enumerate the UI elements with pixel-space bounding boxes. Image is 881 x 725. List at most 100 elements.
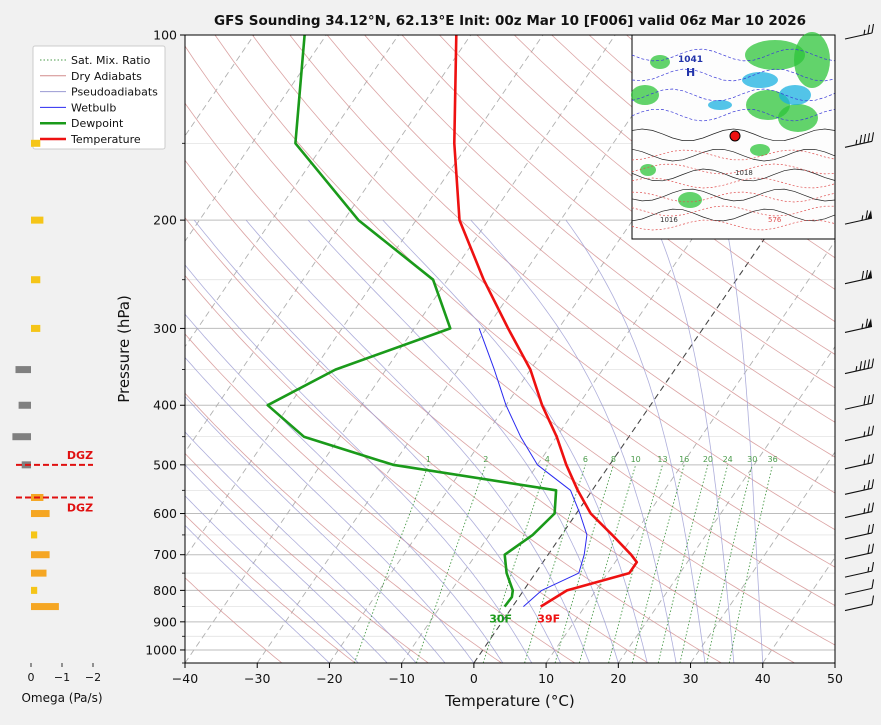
dry-adiabat	[326, 35, 835, 458]
inset-temp-contour	[631, 149, 836, 161]
inset-map-label: H	[686, 66, 695, 79]
pseudoadiabat	[724, 220, 764, 663]
wind-barb	[844, 23, 875, 40]
surface-temp-label: 39F	[537, 613, 560, 626]
omega-bar	[31, 603, 59, 611]
inset-contour	[631, 208, 836, 222]
x-tick-label: −40	[172, 671, 198, 686]
wind-barb	[844, 210, 873, 225]
sat-mixing-ratio-line	[554, 464, 614, 663]
legend: Sat. Mix. Ratio Dry Adiabats Pseudoadiabat…	[32, 45, 166, 150]
pseudoadiabat	[185, 264, 533, 663]
x-tick-label: −30	[244, 671, 270, 686]
dry-adiabat	[364, 35, 835, 423]
sat-mixing-ratio-line	[524, 464, 586, 663]
inset-temp-contour	[631, 191, 836, 203]
inset-map-label: 1018	[735, 169, 753, 177]
omega-bar	[31, 586, 38, 594]
sat-mixing-ratio-line	[415, 464, 487, 663]
y-tick-label: 300	[153, 321, 177, 336]
legend-label: Temperature	[70, 133, 141, 146]
inset-contour	[631, 108, 836, 122]
omega-bar	[18, 401, 31, 409]
y-tick-label: 100	[153, 28, 177, 43]
dry-adiabat	[476, 35, 835, 323]
legend-label: Dewpoint	[71, 117, 124, 130]
omega-tick-label: −2	[85, 671, 101, 684]
inset-precip-area	[631, 85, 659, 105]
dry-adiabat	[185, 274, 649, 663]
pseudoadiabat	[185, 313, 504, 663]
y-tick-label: 1000	[145, 642, 177, 657]
dry-adiabat	[185, 102, 835, 646]
inset-precip-area	[778, 104, 818, 132]
station-marker	[729, 130, 741, 142]
mixing-ratio-label: 20	[703, 455, 713, 464]
y-axis-label: Pressure (hPa)	[115, 295, 133, 403]
wind-barb	[844, 579, 875, 595]
dry-adiabat	[289, 35, 835, 494]
dry-adiabat	[439, 35, 835, 355]
sat-mixing-ratio-line	[631, 464, 685, 663]
dry-adiabat	[185, 217, 722, 663]
wind-barb	[844, 394, 875, 410]
mixing-ratio-label: 10	[631, 455, 641, 464]
dry-adiabat	[401, 35, 835, 389]
legend-label: Dry Adiabats	[71, 70, 142, 83]
wind-barb	[844, 132, 875, 148]
omega-bar	[12, 433, 31, 441]
sat-mixing-ratio-line	[353, 464, 429, 663]
sat-mixing-ratio-line	[657, 464, 709, 663]
inset-contour	[631, 68, 836, 82]
sat-mixing-ratio-line	[728, 464, 774, 663]
y-tick-label: 600	[153, 506, 177, 521]
inset-contour	[631, 168, 836, 182]
y-tick-label: 800	[153, 583, 177, 598]
omega-bar	[15, 366, 31, 374]
mixing-ratio-label: 24	[723, 455, 733, 464]
inset-map-label: 1041	[678, 55, 703, 65]
x-tick-label: 20	[610, 671, 626, 686]
legend-label: Wetbulb	[71, 101, 116, 114]
omega-panel: DGZ DGZ 0 −1 −2	[12, 139, 101, 684]
wetbulb-profile-line	[478, 328, 588, 607]
inset-map-label: 1016	[660, 216, 678, 224]
inset-precip-area	[678, 192, 702, 208]
wind-barb	[844, 523, 875, 540]
wind-barb	[844, 502, 875, 519]
pseudoadiabat	[307, 219, 619, 663]
omega-bar	[31, 531, 38, 539]
mixing-ratio-label: 30	[747, 455, 757, 464]
pseudoadiabat	[185, 495, 359, 663]
x-tick-label: 30	[683, 671, 699, 686]
mixing-ratio-label: 4	[545, 455, 550, 464]
sat-mixing-ratio-line	[679, 464, 729, 663]
inset-temp-contour	[631, 163, 836, 175]
inset-contour	[631, 188, 836, 202]
x-tick-label: −10	[388, 671, 414, 686]
inset-precip-area	[650, 55, 670, 69]
inset-contour	[631, 88, 836, 102]
pseudoadiabat	[470, 219, 677, 663]
pseudoadiabat	[185, 431, 417, 663]
mixing-ratio-label: 13	[657, 455, 667, 464]
inset-precip-area	[750, 144, 770, 156]
dry-adiabat	[185, 333, 576, 663]
dgz-label: DGZ	[67, 449, 93, 462]
mixing-ratio-label: 6	[583, 455, 588, 464]
mixing-ratio-label: 36	[768, 455, 778, 464]
x-tick-label: 50	[827, 671, 843, 686]
chart-title: GFS Sounding 34.12°N, 62.13°E Init: 00z …	[214, 13, 806, 29]
y-tick-label: 700	[153, 547, 177, 562]
isotherm-line	[185, 35, 327, 243]
inset-precip-area	[745, 40, 805, 70]
dry-adiabat	[185, 392, 502, 663]
wind-barb	[844, 562, 875, 578]
isotherm-line	[256, 35, 688, 663]
axes: −40 −30 −20 −10 0 10 20 30 40 50 100 200 300 400 500 60…	[145, 28, 843, 687]
pseudoadiabat	[653, 219, 735, 663]
y-tick-label: 200	[153, 213, 177, 228]
dry-adiabat	[514, 35, 835, 290]
